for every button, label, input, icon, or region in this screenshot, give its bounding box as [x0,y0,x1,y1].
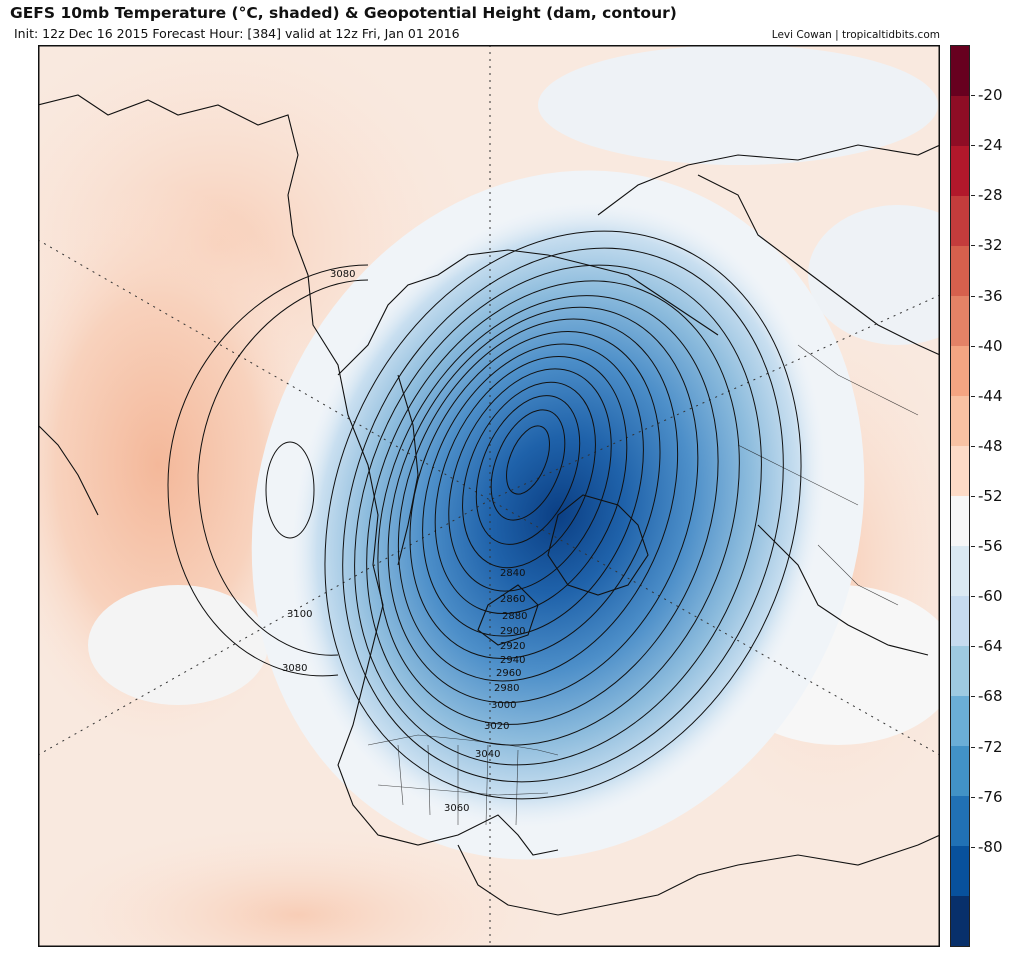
contour-label: 3020 [484,721,509,732]
height-contours [167,230,802,800]
colorbar-segment [951,846,969,896]
colorbar-segment [951,746,969,796]
colorbar-segment [951,396,969,446]
contour-label: 3100 [287,609,312,620]
contour-label: 3000 [491,700,516,711]
contour-label: 2900 [500,626,525,637]
colorbar-segment [951,146,969,196]
colorbar-tick-label: -40 [971,338,1003,354]
colorbar-tick-label: -20 [971,87,1003,103]
contour-label: 2920 [500,641,525,652]
credit-text: Levi Cowan | tropicaltidbits.com [771,29,940,41]
contour-label: 2960 [496,668,521,679]
colorbar-tick-label: -64 [971,638,1003,654]
map-frame [38,45,940,947]
colorbar-segment [951,296,969,346]
colorbar-tick-label: -44 [971,388,1003,404]
colorbar-tick-label: -52 [971,488,1003,504]
map-title: GEFS 10mb Temperature (°C, shaded) & Geo… [10,4,677,22]
contour-label: 3080 [282,663,307,674]
contour-labels: 3080 3100 3080 2840 2860 2880 2900 2920 … [282,269,527,814]
colorbar-segment [951,46,969,96]
colorbar-tick-label: -24 [971,137,1003,153]
colorbar-tick-label: -80 [971,839,1003,855]
map-svg: 3080 3100 3080 2840 2860 2880 2900 2920 … [38,45,940,947]
colorbar-segment [951,696,969,746]
colorbar-segment [951,246,969,296]
colorbar [950,45,970,947]
colorbar-segment [951,496,969,546]
colorbar-tick-label: -72 [971,739,1003,755]
map-subtitle: Init: 12z Dec 16 2015 Forecast Hour: [38… [14,26,460,41]
colorbar-tick-label: -36 [971,288,1003,304]
coastlines [38,94,940,916]
contour-label: 2840 [500,568,525,579]
colorbar-segment [951,96,969,146]
contour-label: 3080 [330,269,355,280]
colorbar-segment [951,346,969,396]
contour-label: 3060 [444,803,469,814]
colorbar-tick-label: -56 [971,538,1003,554]
contour-label: 2860 [500,594,525,605]
contour-label: 3040 [475,749,500,760]
colorbar-segment [951,196,969,246]
colorbar-segment [951,646,969,696]
colorbar-tick-label: -32 [971,237,1003,253]
map-panel: 3080 3100 3080 2840 2860 2880 2900 2920 … [38,45,940,947]
contour-label: 2980 [494,683,519,694]
colorbar-tick-label: -68 [971,688,1003,704]
colorbar-segment [951,446,969,496]
contour-label: 2940 [500,655,525,666]
colorbar-ticks: -20 -24 -28 -32 -36 -40 -44 -48 -52 -56 -60 -64 -68 -… [971,45,1024,947]
colorbar-segment [951,546,969,596]
colorbar-segment [951,596,969,646]
colorbar-tick-label: -28 [971,187,1003,203]
colorbar-segment [951,896,969,946]
colorbar-tick-label: -76 [971,789,1003,805]
colorbar-segment [951,796,969,846]
contour-label: 2880 [502,611,527,622]
latlon-graticule [38,45,940,947]
colorbar-tick-label: -48 [971,438,1003,454]
colorbar-tick-label: -60 [971,588,1003,604]
